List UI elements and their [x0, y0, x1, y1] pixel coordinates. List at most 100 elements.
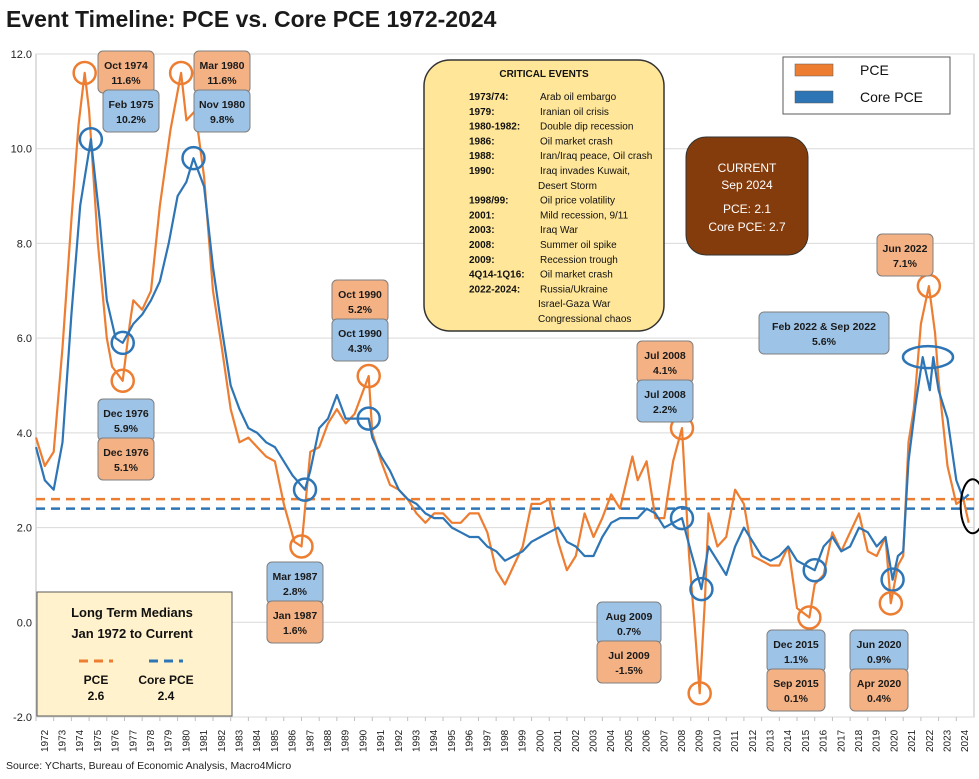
- x-tick-label: 2017: [836, 729, 847, 752]
- x-tick-label: 1990: [358, 729, 369, 752]
- event-description: Israel-Gaza War: [538, 299, 611, 310]
- annotation-value: 2.2%: [653, 404, 678, 416]
- event-description: Congressional chaos: [538, 314, 631, 325]
- medians-core-value: 2.4: [158, 689, 175, 703]
- annotation-value: 0.7%: [617, 626, 642, 638]
- annotation-circle: [880, 567, 905, 592]
- medians-box: [36, 591, 233, 717]
- current-core-pce: Core PCE: 2.7: [708, 220, 786, 234]
- x-tick-label: 1989: [341, 729, 352, 752]
- annotation-label-box: [849, 668, 909, 712]
- event-date: 1973/74:: [469, 92, 508, 103]
- y-tick-label: 0.0: [17, 617, 32, 629]
- annotation-value: 2.8%: [283, 586, 308, 598]
- legend-label: Core PCE: [860, 89, 923, 105]
- x-tick-label: 2011: [730, 730, 741, 752]
- annotation-circle: [292, 477, 318, 502]
- event-description: Oil market crash: [540, 136, 613, 147]
- annotation-value: 5.2%: [348, 304, 373, 316]
- x-tick-label: 1973: [58, 729, 69, 752]
- annotation-value: 5.1%: [114, 462, 139, 474]
- annotation-circle: [289, 534, 314, 559]
- x-tick-label: 2004: [606, 729, 617, 752]
- annotation-value: 11.6%: [111, 75, 141, 87]
- annotation-date: Jun 2022: [883, 243, 928, 255]
- annotation-circle: [687, 681, 712, 706]
- annotation-label-box: [193, 89, 251, 133]
- annotation-circle: [181, 145, 206, 171]
- annotation-date: Jul 2008: [644, 389, 686, 401]
- x-tick-label: 2000: [535, 729, 546, 752]
- x-tick-label: 2009: [695, 729, 706, 752]
- event-description: Desert Storm: [538, 181, 597, 192]
- annotation-circle: [110, 368, 135, 394]
- annotation-date: Oct 1990: [338, 328, 382, 340]
- event-date: 1979:: [469, 107, 495, 118]
- x-tick-label: 2018: [854, 729, 865, 752]
- y-tick-label: 10.0: [11, 144, 32, 156]
- annotation-label-box: [766, 668, 826, 712]
- chart-title: Event Timeline: PCE vs. Core PCE 1972-20…: [6, 6, 497, 32]
- event-date: 2022-2024:: [469, 284, 520, 295]
- annotation-value: 5.9%: [114, 423, 139, 435]
- annotation-label-box: [266, 600, 324, 644]
- x-tick-label: 1980: [181, 729, 192, 752]
- annotation-date: Jan 1987: [273, 610, 318, 622]
- medians-pce-label: PCE: [84, 673, 109, 687]
- annotation-circle: [901, 344, 955, 370]
- event-description: Oil price volatility: [540, 196, 615, 207]
- x-tick-label: 2014: [783, 729, 794, 752]
- event-date: 1980-1982:: [469, 122, 520, 133]
- annotation-label-box: [331, 318, 389, 362]
- annotation-value: 5.6%: [812, 336, 837, 348]
- event-date: 4Q14-1Q16:: [469, 270, 525, 281]
- x-tick-label: 2020: [889, 729, 900, 752]
- event-description: Double dip recession: [540, 122, 633, 133]
- annotation-date: Jun 2020: [857, 639, 902, 651]
- annotation-date: Apr 2020: [857, 678, 902, 690]
- annotation-date: Sep 2015: [773, 678, 819, 690]
- x-tick-label: 2001: [553, 729, 564, 752]
- event-date: 2003:: [469, 225, 495, 236]
- annotation-date: Oct 1974: [104, 60, 148, 72]
- event-date: 1998/99:: [469, 196, 508, 207]
- x-tick-label: 1992: [394, 729, 405, 752]
- annotation-date: Jul 2008: [644, 350, 686, 362]
- x-tick-label: 2022: [925, 729, 936, 752]
- x-tick-label: 2006: [642, 729, 653, 752]
- annotation-label-box: [97, 437, 155, 481]
- legend-label: PCE: [860, 62, 889, 78]
- event-date: 2009:: [469, 255, 495, 266]
- current-label: CURRENT: [718, 161, 777, 175]
- x-tick-label: 1999: [518, 729, 529, 752]
- x-tick-label: 2012: [748, 729, 759, 752]
- x-tick-label: 2003: [588, 729, 599, 752]
- annotation-date: Feb 1975: [109, 99, 154, 111]
- event-description: Arab oil embargo: [540, 92, 617, 103]
- x-tick-label: 1978: [146, 729, 157, 752]
- annotation-circle: [72, 60, 97, 86]
- annotation-label-box: [636, 379, 694, 423]
- annotation-date: Nov 1980: [199, 99, 245, 111]
- annotation-value: 0.4%: [867, 693, 892, 705]
- event-description: Iran/Iraq peace, Oil crash: [540, 151, 652, 162]
- y-tick-label: 6.0: [17, 333, 32, 345]
- x-tick-label: 2019: [872, 729, 883, 752]
- annotation-date: Feb 2022 & Sep 2022: [772, 321, 876, 333]
- annotation-circle: [802, 557, 827, 583]
- event-description: Iranian oil crisis: [540, 107, 609, 118]
- x-tick-label: 1998: [500, 729, 511, 752]
- x-tick-label: 2007: [659, 729, 670, 752]
- event-date: 2001:: [469, 210, 495, 221]
- medians-core-label: Core PCE: [138, 673, 193, 687]
- annotation-date: Oct 1990: [338, 289, 382, 301]
- annotation-circle: [110, 330, 135, 356]
- x-tick-label: 1982: [217, 729, 228, 752]
- event-description: Oil market crash: [540, 270, 613, 281]
- x-tick-label: 1979: [164, 729, 175, 752]
- chart-svg: -2.0 0.0 2.0 4.0 6.0 8.0 10.0 12.0 1972 1973 1974 1…: [11, 49, 979, 752]
- annotation-value: 7.1%: [893, 258, 918, 270]
- event-description: Summer oil spike: [540, 240, 617, 251]
- x-tick-label: 1995: [447, 729, 458, 752]
